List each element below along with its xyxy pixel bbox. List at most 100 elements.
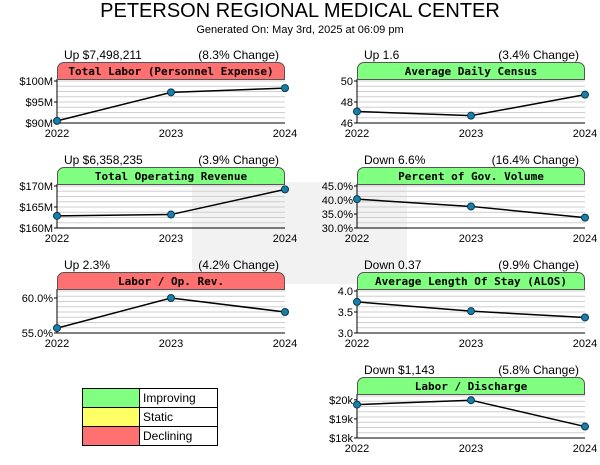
data-point bbox=[167, 88, 175, 97]
change-amount: Down 6.6% bbox=[364, 153, 426, 167]
change-amount: Up $7,498,211 bbox=[64, 48, 142, 62]
y-tick-label: 3.5 bbox=[338, 307, 353, 319]
x-tick-label: 2024 bbox=[573, 233, 597, 245]
change-percent: (8.3% Change) bbox=[198, 48, 279, 62]
change-amount: Up 2.3% bbox=[64, 258, 111, 272]
chart-panel-total-operating-revenue: Up $6,358,235 (3.9% Change) Total Operat… bbox=[19, 153, 297, 253]
chart-panel-labor-discharge: Down $1,143 (5.8% Change) Labor / Discha… bbox=[329, 363, 597, 463]
watermark-logo bbox=[192, 182, 407, 284]
report-title: PETERSON REGIONAL MEDICAL CENTER bbox=[100, 0, 500, 22]
x-tick-label: 2023 bbox=[459, 233, 483, 245]
legend-item-static: Static bbox=[83, 408, 217, 427]
series-line bbox=[56, 297, 286, 329]
y-tick-label: $18k bbox=[329, 433, 353, 445]
y-tick-label: $19k bbox=[329, 414, 353, 426]
data-point bbox=[167, 210, 175, 219]
y-tick-label: $170M bbox=[19, 181, 53, 193]
y-tick-label: 3.0 bbox=[338, 328, 353, 340]
line-chart: $160M $165M $170M 2022 2023 2024 bbox=[19, 181, 297, 245]
y-tick-label: $165M bbox=[19, 202, 53, 214]
chart-panel-labor-op-rev: Up 2.3% (4.2% Change) Labor / Op. Rev. 5… bbox=[22, 258, 297, 358]
x-tick-label: 2023 bbox=[159, 233, 183, 245]
change-percent: (16.4% Change) bbox=[491, 153, 579, 167]
change-amount: Up $6,358,235 bbox=[64, 153, 143, 167]
x-tick-label: 2023 bbox=[459, 338, 483, 350]
metric-title: Average Daily Census bbox=[357, 62, 585, 80]
data-point bbox=[467, 111, 475, 120]
y-tick-label: 30.0% bbox=[322, 223, 353, 235]
data-point bbox=[53, 324, 61, 333]
report-subtitle: Generated On: May 3rd, 2025 at 06:09 pm bbox=[196, 24, 404, 36]
legend-label: Declining bbox=[143, 429, 193, 443]
metric-title: Average Length Of Stay (ALOS) bbox=[357, 272, 585, 290]
y-tick-label: 48 bbox=[341, 97, 353, 109]
x-tick-label: 2023 bbox=[459, 443, 483, 455]
legend-label: Improving bbox=[143, 391, 196, 405]
line-chart: 46 48 50 2022 2023 2024 bbox=[341, 76, 597, 140]
change-amount: Up 1.6 bbox=[364, 48, 400, 62]
chart-panel-percent-gov-volume: Down 6.6% (16.4% Change) Percent of Gov.… bbox=[322, 153, 597, 253]
x-tick-label: 2024 bbox=[573, 128, 597, 140]
line-chart: 30.0% 35.0% 40.0% 45.0% 2022 2023 2024 bbox=[322, 181, 597, 245]
legend-swatch bbox=[83, 427, 140, 445]
metric-title: Total Operating Revenue bbox=[57, 167, 285, 185]
legend-swatch bbox=[83, 408, 140, 426]
legend-item-improving: Improving bbox=[83, 389, 217, 408]
y-tick-label: 40.0% bbox=[322, 195, 353, 207]
change-amount: Down $1,143 bbox=[364, 363, 435, 377]
x-tick-label: 2024 bbox=[273, 128, 297, 140]
metric-title: Labor / Op. Rev. bbox=[57, 272, 285, 290]
x-tick-label: 2022 bbox=[45, 128, 69, 140]
y-tick-label: $160M bbox=[19, 223, 53, 235]
x-tick-label: 2024 bbox=[573, 443, 597, 455]
x-tick-label: 2023 bbox=[159, 338, 183, 350]
y-tick-label: 35.0% bbox=[322, 209, 353, 221]
data-point bbox=[353, 107, 361, 116]
y-tick-label: 46 bbox=[341, 118, 353, 130]
line-chart: $18k $19k $20k 2022 2023 2024 bbox=[329, 394, 597, 455]
change-percent: (4.2% Change) bbox=[198, 258, 279, 272]
chart-panel-average-daily-census: Up 1.6 (3.4% Change) Average Daily Censu… bbox=[341, 48, 597, 148]
data-point bbox=[581, 313, 589, 322]
data-point bbox=[467, 396, 475, 405]
metric-title: Percent of Gov. Volume bbox=[357, 167, 585, 185]
x-tick-label: 2022 bbox=[345, 338, 369, 350]
x-tick-label: 2024 bbox=[273, 338, 297, 350]
line-chart: $90M $95M $100M 2022 2023 2024 bbox=[19, 76, 297, 140]
y-tick-label: $100M bbox=[19, 76, 53, 88]
legend-label: Static bbox=[143, 410, 174, 424]
x-tick-label: 2024 bbox=[573, 338, 597, 350]
change-percent: (3.4% Change) bbox=[498, 48, 579, 62]
x-tick-label: 2023 bbox=[159, 128, 183, 140]
data-point bbox=[167, 294, 175, 302]
data-point bbox=[581, 213, 589, 222]
chart-panel-total-labor: Up $7,498,211 (8.3% Change) Total Labor … bbox=[19, 48, 297, 148]
line-chart: 3.0 3.5 4.0 2022 2023 2024 bbox=[338, 286, 598, 350]
line-chart: 55.0% 60.0% 2022 2023 2024 bbox=[22, 289, 297, 350]
data-point bbox=[53, 211, 61, 220]
change-percent: (9.9% Change) bbox=[498, 258, 579, 272]
data-point bbox=[281, 308, 289, 316]
x-tick-label: 2022 bbox=[345, 443, 369, 455]
x-tick-label: 2022 bbox=[45, 338, 69, 350]
change-amount: Down 0.37 bbox=[364, 258, 422, 272]
data-point bbox=[353, 297, 361, 306]
data-point bbox=[581, 422, 589, 431]
data-point bbox=[353, 195, 361, 204]
legend: Improving Static Declining bbox=[82, 388, 218, 446]
x-tick-label: 2022 bbox=[345, 128, 369, 140]
data-point bbox=[353, 400, 361, 409]
y-tick-label: 60.0% bbox=[22, 293, 53, 305]
change-percent: (3.9% Change) bbox=[198, 153, 279, 167]
legend-swatch bbox=[83, 389, 140, 407]
y-tick-label: 45.0% bbox=[322, 181, 353, 193]
x-tick-label: 2022 bbox=[345, 233, 369, 245]
y-tick-label: $95M bbox=[25, 97, 53, 109]
chart-panel-alos: Down 0.37 (9.9% Change) Average Length O… bbox=[338, 258, 598, 358]
y-tick-label: 55.0% bbox=[22, 328, 53, 340]
legend-item-declining: Declining bbox=[83, 427, 217, 445]
metric-title: Total Labor (Personnel Expense) bbox=[57, 62, 285, 80]
data-point bbox=[467, 202, 475, 211]
metric-title: Labor / Discharge bbox=[357, 377, 585, 395]
y-tick-label: 4.0 bbox=[338, 286, 353, 298]
